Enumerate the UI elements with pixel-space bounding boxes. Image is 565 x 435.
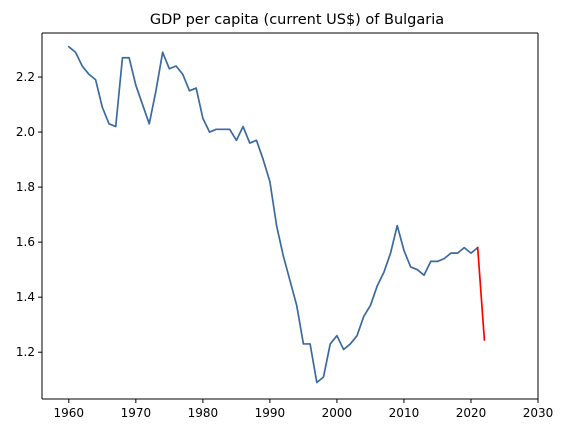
x-tick-label: 2010 <box>389 406 420 420</box>
axes-frame <box>41 32 539 400</box>
chart-title: GDP per capita (current US$) of Bulgaria <box>150 12 444 28</box>
series-line-1 <box>67 45 479 384</box>
y-tick-label: 1.6 <box>16 235 35 249</box>
plot-area <box>67 45 486 384</box>
y-tick-label: 1.2 <box>16 345 35 359</box>
x-tick-label: 1970 <box>121 406 152 420</box>
y-tick-label: 1.8 <box>16 180 35 194</box>
y-tick-label: 2.0 <box>16 125 35 139</box>
x-tick-label: 1960 <box>54 406 85 420</box>
y-tick-label: 1.4 <box>16 290 35 304</box>
x-tick-label: 2020 <box>456 406 487 420</box>
y-tick-label: 2.2 <box>16 70 35 84</box>
y-axis: 1.2 1.4 1.6 1.8 2.0 2.2 <box>16 70 42 359</box>
x-tick-label: 2000 <box>322 406 353 420</box>
x-tick-label: 1980 <box>188 406 219 420</box>
x-tick-label: 1990 <box>255 406 286 420</box>
x-axis: 1960 1970 1980 1990 2000 2010 2020 2030 <box>54 399 554 420</box>
x-tick-label: 2030 <box>523 406 554 420</box>
series-line-2 <box>476 246 486 341</box>
